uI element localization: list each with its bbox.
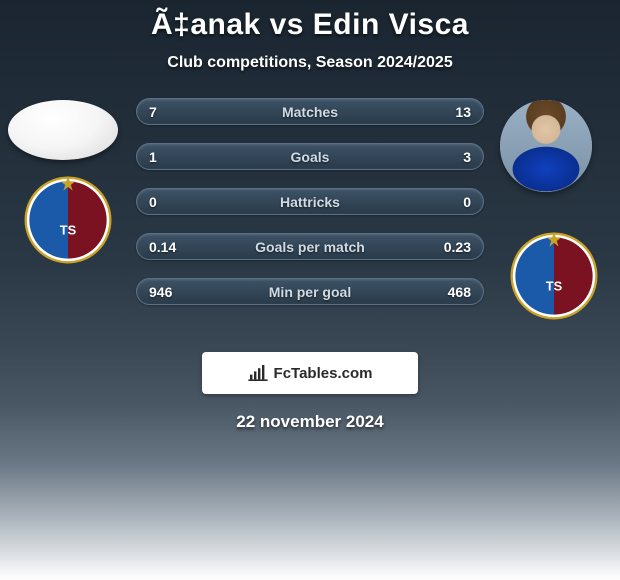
stat-left-value: 1 <box>149 149 185 165</box>
stat-bar: 7 Matches 13 <box>136 98 484 125</box>
stat-right-value: 3 <box>435 149 471 165</box>
stat-left-value: 7 <box>149 104 185 120</box>
club-left-logo: TS <box>22 174 114 266</box>
content-wrapper: Ã‡anak vs Edin Visca Club competitions, … <box>0 0 620 580</box>
stat-bar: 1 Goals 3 <box>136 143 484 170</box>
stat-label: Matches <box>137 104 483 120</box>
stat-right-value: 0.23 <box>435 239 471 255</box>
stat-right-value: 468 <box>435 284 471 300</box>
stat-bar: 946 Min per goal 468 <box>136 278 484 305</box>
player-right-avatar <box>500 100 592 192</box>
stats-area: TS TS 7 Matches 13 1 Goal <box>0 98 620 338</box>
stat-label: Hattricks <box>137 194 483 210</box>
stat-bar: 0 Hattricks 0 <box>136 188 484 215</box>
svg-text:TS: TS <box>60 223 77 238</box>
club-right-logo: TS <box>508 230 600 322</box>
bar-chart-icon <box>248 365 268 381</box>
page-subtitle: Club competitions, Season 2024/2025 <box>0 54 620 72</box>
source-badge-label: FcTables.com <box>274 365 373 382</box>
stat-left-value: 0.14 <box>149 239 185 255</box>
stat-bars: 7 Matches 13 1 Goals 3 0 Hattricks 0 0.1… <box>136 98 484 305</box>
svg-text:TS: TS <box>546 279 563 294</box>
stat-bar: 0.14 Goals per match 0.23 <box>136 233 484 260</box>
trabzonspor-logo-icon: TS <box>508 230 600 322</box>
player-left-avatar <box>8 100 118 160</box>
trabzonspor-logo-icon: TS <box>22 174 114 266</box>
page-title: Ã‡anak vs Edin Visca <box>0 8 620 42</box>
stat-left-value: 946 <box>149 284 185 300</box>
stat-label: Goals <box>137 149 483 165</box>
stat-label: Min per goal <box>137 284 483 300</box>
stat-right-value: 13 <box>435 104 471 120</box>
source-badge: FcTables.com <box>202 352 418 394</box>
date-label: 22 november 2024 <box>0 412 620 432</box>
stat-right-value: 0 <box>435 194 471 210</box>
stat-label: Goals per match <box>137 239 483 255</box>
player-right-portrait <box>500 100 592 192</box>
stat-left-value: 0 <box>149 194 185 210</box>
